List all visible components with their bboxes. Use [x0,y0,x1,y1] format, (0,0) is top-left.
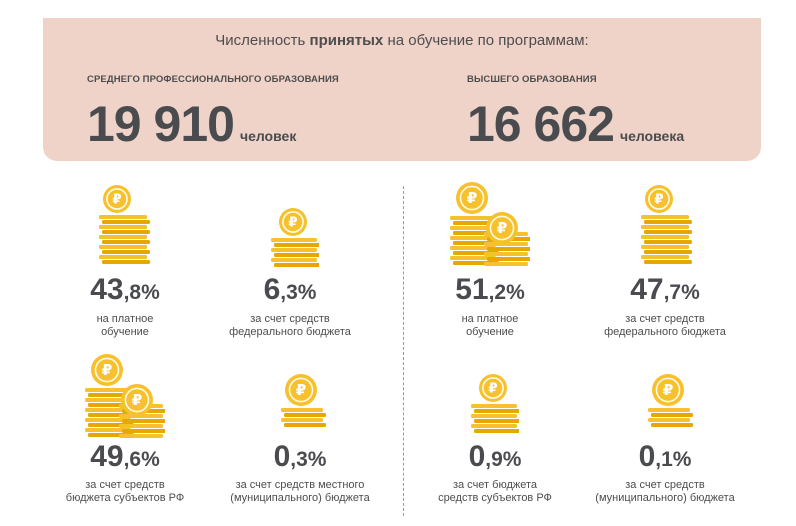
svg-text:₽: ₽ [112,192,121,207]
stat-percent: 51,2% [455,273,525,306]
double-coin-stack-icon: ₽ ₽ [450,182,530,266]
spo-unit: человек [239,128,297,144]
stat-description: за счет средств (муниципального) бюджета [595,479,735,504]
vo-stat-regional: ₽ 0,9% за счет бюджета средств субъектов … [420,352,570,512]
large-coin-stack-icon: ₽ [637,185,693,267]
spo-stat-paid: ₽ 43,8% на платное обучение [55,180,195,340]
vo-label: ВЫСШЕГО ОБРАЗОВАНИЯ [467,74,597,85]
vo-block: ВЫСШЕГО ОБРАЗОВАНИЯ 16 662 человека [467,74,684,153]
stat-description: за счет средств бюджета субъектов РФ [65,479,185,504]
stat-description: за счет средств местного (муниципального)… [230,479,370,504]
tiny-coin-stack-icon: ₽ [275,374,327,430]
vo-stat-paid: ₽ ₽ 51,2% на платное обучение [420,180,560,340]
stat-percent: 0,9% [468,440,522,473]
stat-description: за счет средств федерального бюджета [604,313,726,338]
svg-text:₽: ₽ [288,215,297,230]
stat-description: на платное обучение [461,313,519,338]
svg-text:₽: ₽ [663,381,674,399]
svg-text:₽: ₽ [488,381,497,396]
stat-description: за счет бюджета средств субъектов РФ [438,479,552,504]
vo-unit: человека [619,128,685,144]
stat-percent: 0,3% [273,440,327,473]
svg-text:₽: ₽ [132,391,143,409]
double-coin-stack-icon: ₽ ₽ [85,354,165,438]
stat-description: на платное обучение [96,313,154,338]
spo-stat-regional: ₽ ₽ 49,6% за счет средств бюджета субъекто… [55,352,195,512]
tiny-coin-stack-icon: ₽ [642,374,694,430]
small-coin-stack-icon: ₽ [267,208,319,268]
stat-percent: 6,3% [263,273,317,306]
stat-percent: 49,6% [90,440,160,473]
column-divider [403,186,404,516]
header-title: Численность принятых на обучение по прог… [215,32,589,49]
vo-stat-federal: ₽ 47,7% за счет средств федерального бюдж… [590,180,740,340]
stat-description: за счет средств федерального бюджета [229,313,351,338]
stat-percent: 0,1% [638,440,692,473]
stat-percent: 47,7% [630,273,700,306]
svg-text:₽: ₽ [467,189,478,207]
svg-text:₽: ₽ [654,192,663,207]
small-coin-stack-icon: ₽ [467,374,519,434]
spo-stat-municipal: ₽ 0,3% за счет средств местного (муниципа… [215,352,385,512]
spo-block: СРЕДНЕГО ПРОФЕССИОНАЛЬНОГО ОБРАЗОВАНИЯ 1… [87,74,339,153]
vo-stat-municipal: ₽ 0,1% за счет средств (муниципального) б… [580,352,750,512]
spo-label: СРЕДНЕГО ПРОФЕССИОНАЛЬНОГО ОБРАЗОВАНИЯ [87,74,339,85]
stat-percent: 43,8% [90,273,160,306]
large-coin-stack-icon: ₽ [95,185,151,267]
vo-number: 16 662 [467,96,615,152]
spo-number: 19 910 [87,96,235,152]
svg-text:₽: ₽ [497,219,508,237]
spo-stat-federal: ₽ 6,3% за счет средств федерального бюдже… [215,180,365,340]
svg-text:₽: ₽ [296,381,307,399]
header-panel: Численность принятых на обучение по прог… [43,18,761,161]
svg-text:₽: ₽ [102,361,113,379]
